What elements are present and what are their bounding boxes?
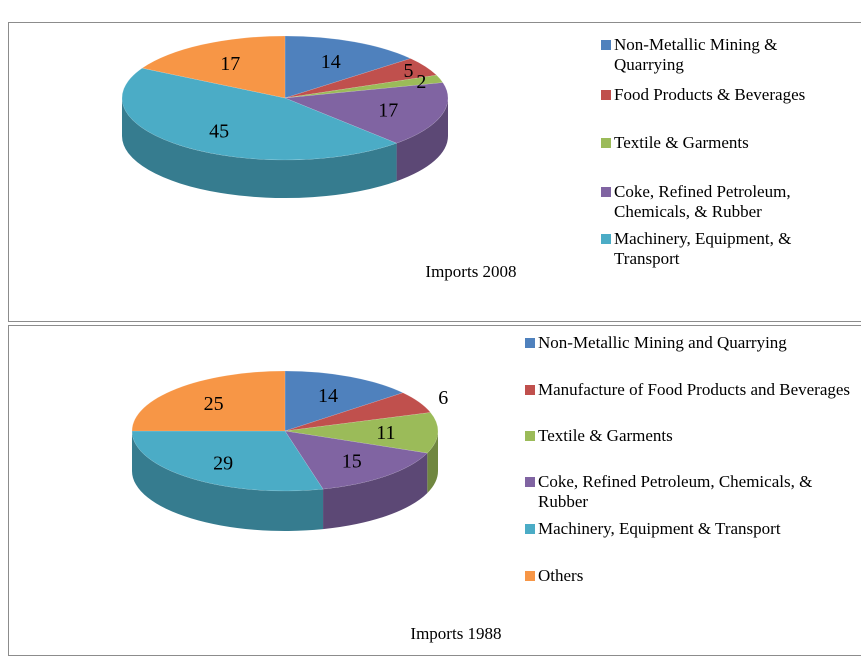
slice-side [132, 431, 324, 531]
legend-label: Non-Metallic Mining & Quarrying [614, 35, 778, 74]
slice [131, 370, 286, 432]
legend-label: Machinery, Equipment, & Transport [614, 229, 792, 268]
legend-label: Textile & Garments [614, 133, 749, 152]
data-label: 14 [318, 385, 338, 407]
legend-label: Textile & Garments [538, 426, 673, 445]
legend-label: Coke, Refined Petroleum, Chemicals, & Ru… [614, 182, 791, 221]
chart: 14 6 11 15 29 25 Imports 1988 [131, 370, 502, 643]
data-label: 17 [378, 99, 398, 121]
legend-label: Coke, Refined Petroleum, Chemicals, & Ru… [538, 472, 813, 511]
data-label: 6 [438, 387, 448, 409]
slice [141, 35, 286, 99]
slice-side [122, 98, 397, 198]
legend-label: Manufacture of Food Products and Beverag… [538, 380, 851, 399]
legend-swatch [601, 90, 611, 100]
data-label: 11 [376, 422, 395, 444]
legend-swatch [525, 385, 535, 395]
slice [131, 430, 324, 492]
slice-side [396, 98, 448, 182]
legend-swatch [601, 138, 611, 148]
data-label: 45 [209, 120, 229, 142]
slice [284, 412, 439, 454]
slice-side [427, 431, 439, 494]
legend-swatch [601, 234, 611, 244]
chart-panel: 14 5 2 17 45 17 Imports 2008 Non-Metallic Mini… [8, 22, 861, 322]
data-label: 2 [416, 71, 426, 93]
data-label: 14 [321, 51, 341, 73]
legend-swatch [601, 40, 611, 50]
data-label: 5 [403, 60, 413, 82]
legend-swatch [601, 187, 611, 197]
slice [284, 74, 444, 99]
slice [121, 67, 398, 161]
data-label: 17 [220, 53, 240, 75]
slice [284, 82, 449, 144]
slice [284, 58, 438, 99]
legend-swatch [525, 338, 535, 348]
legend-swatch [525, 431, 535, 441]
slice [284, 430, 428, 490]
data-label: 29 [213, 452, 233, 474]
data-label: 25 [204, 393, 224, 415]
slice-side [323, 453, 428, 530]
legend-swatch [525, 571, 535, 581]
chart-title: Imports 2008 [425, 262, 516, 281]
legend-label: Others [538, 566, 584, 585]
chart: 14 5 2 17 45 17 Imports 2008 [121, 35, 517, 281]
legend-label: Machinery, Equipment & Transport [538, 519, 781, 538]
slice [284, 35, 412, 99]
legend-swatch [525, 477, 535, 487]
legend-label: Food Products & Beverages [614, 85, 806, 104]
slice [284, 370, 404, 432]
legend-label: Non-Metallic Mining and Quarrying [538, 333, 787, 352]
slice [284, 392, 431, 432]
chart-title: Imports 1988 [410, 624, 501, 643]
chart-panel: 14 6 11 15 29 25 Imports 1988 Non-Metallic Min… [8, 325, 861, 656]
legend-swatch [525, 524, 535, 534]
data-label: 15 [342, 451, 362, 473]
